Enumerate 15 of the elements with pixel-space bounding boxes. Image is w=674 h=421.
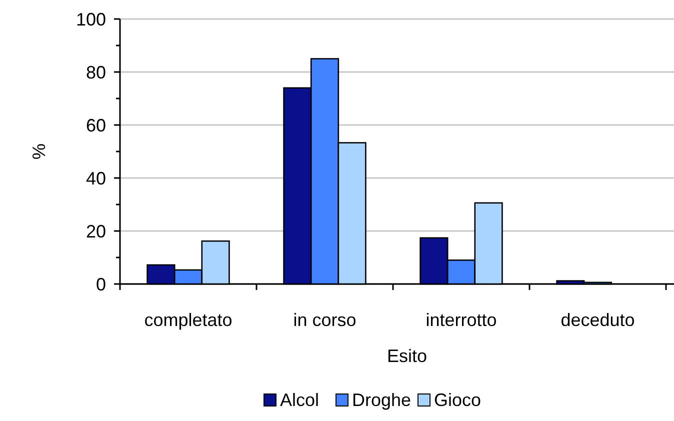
y-tick-label: 80: [86, 62, 106, 82]
y-tick-label: 100: [76, 9, 106, 30]
legend-label: Alcol: [280, 390, 320, 410]
y-tick-label: 0: [96, 274, 106, 294]
x-axis-title: Esito: [386, 346, 428, 366]
legend-label: Droghe: [352, 390, 412, 410]
y-tick-label: 60: [86, 115, 106, 136]
x-tick-label: deceduto: [560, 310, 635, 330]
x-tick-label: interrotto: [426, 310, 497, 330]
y-axis-title: %: [29, 143, 49, 160]
legend-label: Gioco: [434, 390, 482, 410]
x-tick-label: completato: [144, 310, 232, 330]
y-tick-label: 40: [86, 168, 106, 188]
y-tick-label: 20: [86, 221, 106, 242]
x-tick-label: in corso: [293, 310, 356, 330]
